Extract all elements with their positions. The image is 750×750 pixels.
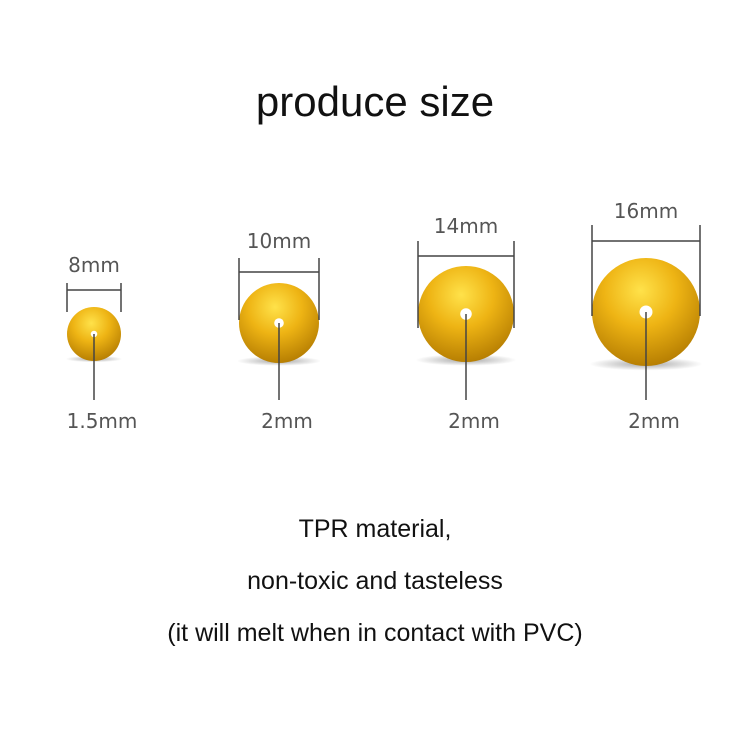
note-pvc-warning: (it will melt when in contact with PVC) <box>167 619 583 647</box>
hole-label: 2mm <box>448 409 500 433</box>
diameter-label: 16mm <box>614 199 678 223</box>
hole-label: 2mm <box>628 409 680 433</box>
note-material: TPR material, <box>298 515 452 543</box>
hole-label: 1.5mm <box>67 409 138 433</box>
hole-label: 2mm <box>261 409 313 433</box>
diameter-label: 10mm <box>247 229 311 253</box>
note-nontoxic: non-toxic and tasteless <box>247 567 503 595</box>
diameter-label: 14mm <box>434 214 498 238</box>
diameter-label: 8mm <box>68 253 120 277</box>
page-title: produce size <box>255 78 495 125</box>
